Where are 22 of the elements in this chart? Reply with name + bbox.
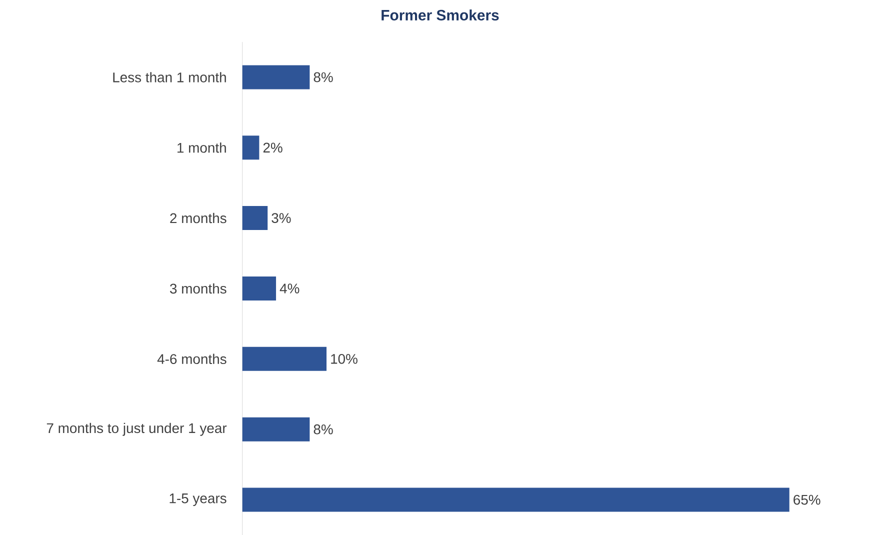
y-tick-label: 2 months: [170, 212, 226, 224]
y-tick-label: 1 month: [178, 142, 226, 153]
y-tick-label: 3 months: [170, 283, 226, 294]
y-tick-label: 4-6 months: [157, 354, 226, 364]
chart-title: Former Smokers: [382, 10, 499, 20]
y-tick-label: 1-5 years: [170, 494, 226, 506]
data-label: 4%: [280, 284, 300, 294]
data-label: 65%: [794, 494, 820, 505]
y-tick-label: Less than 1 month: [113, 72, 226, 82]
data-label: 8%: [314, 424, 333, 434]
bar: [242, 136, 260, 160]
data-label: 8%: [314, 72, 333, 82]
data-label: 2%: [263, 142, 282, 153]
bar: [242, 417, 310, 442]
bar: [242, 346, 327, 371]
bar: [242, 65, 310, 90]
bar: [242, 488, 790, 512]
y-tick-label: 7 months to just under 1 year: [46, 422, 227, 436]
data-label: 3%: [272, 213, 291, 224]
data-label: 10%: [331, 354, 358, 364]
bar: [242, 276, 276, 300]
bar: [242, 206, 268, 230]
